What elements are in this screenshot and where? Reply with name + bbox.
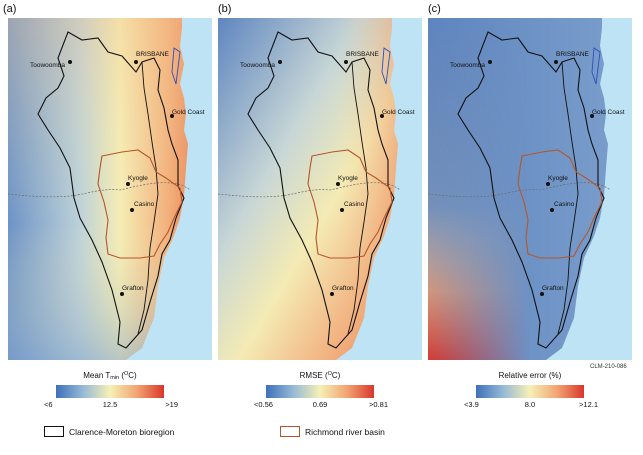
casino-marker: [130, 208, 134, 212]
kyogle-marker: [126, 182, 130, 186]
kyogle-label: Kyogle: [548, 175, 568, 182]
gold-coast-marker: [380, 114, 384, 118]
clarence-moreton-outline: [37, 31, 185, 349]
casino-marker: [550, 208, 554, 212]
legend-ticks: <6 12.5 >19: [40, 400, 180, 412]
ocean: [546, 18, 632, 360]
brisbane-marker: [554, 60, 558, 64]
tick-min: <6: [44, 400, 53, 409]
tick-mid: 0.69: [312, 400, 328, 409]
clarence-moreton-outline: [457, 31, 605, 349]
figure-code: CLM-210-086: [590, 364, 627, 370]
toowoomba-marker: [488, 60, 492, 64]
tick-mid: 8.0: [524, 400, 536, 409]
grafton-label: Grafton: [122, 285, 144, 292]
state-border: [218, 182, 401, 198]
brisbane-marker: [134, 60, 138, 64]
state-border: [8, 182, 191, 198]
tick-max: >12.1: [579, 400, 598, 409]
toowoomba-marker: [278, 60, 282, 64]
legend-clarence-moreton: Clarence-Moreton bioregion: [44, 426, 174, 437]
internal-boundary: [137, 61, 159, 335]
coastal-islands: [381, 47, 391, 85]
casino-label: Casino: [554, 201, 575, 208]
casino-label: Casino: [134, 201, 155, 208]
legend-title: RMSE (OC): [299, 371, 341, 380]
grafton-label: Grafton: [542, 285, 564, 292]
clarence-moreton-swatch: [44, 426, 64, 437]
coastal-islands: [591, 47, 601, 85]
casino-marker: [340, 208, 344, 212]
tick-min: <3.9: [464, 400, 479, 409]
grafton-label: Grafton: [332, 285, 354, 292]
state-border: [428, 182, 611, 198]
toowoomba-label: Toowoomba: [450, 62, 485, 69]
kyogle-label: Kyogle: [128, 175, 148, 182]
legend-relative-error: Relative error (%) <3.9 8.0 >12.1: [460, 370, 600, 412]
toowoomba-label: Toowoomba: [30, 62, 65, 69]
coastal-islands: [171, 47, 181, 85]
panel-b-letter: (b): [218, 3, 232, 15]
internal-boundary: [557, 61, 579, 335]
richmond-label: Richmond river basin: [305, 426, 385, 437]
colour-ramp: [56, 385, 164, 398]
legend-ticks: <0.56 0.69 >0.81: [250, 400, 390, 412]
panel-a-map: BRISBANE Toowoomba Gold Coast Kyogle Cas…: [8, 18, 212, 360]
colour-ramp: [476, 385, 584, 398]
richmond-swatch: [280, 426, 300, 437]
panel-c-map: BRISBANE Toowoomba Gold Coast Kyogle Cas…: [428, 18, 632, 360]
brisbane-label: BRISBANE: [136, 51, 170, 58]
gold-coast-label: Gold Coast: [172, 109, 205, 116]
legend-richmond-basin: Richmond river basin: [280, 426, 385, 437]
gold-coast-marker: [170, 114, 174, 118]
brisbane-marker: [344, 60, 348, 64]
ocean: [336, 18, 422, 360]
kyogle-marker: [336, 182, 340, 186]
legend-title: Relative error (%): [498, 371, 562, 380]
panel-b-map: BRISBANE Toowoomba Gold Coast Kyogle Cas…: [218, 18, 422, 360]
casino-label: Casino: [344, 201, 365, 208]
richmond-basin-outline: [97, 149, 183, 259]
panel-a-letter: (a): [3, 3, 17, 15]
toowoomba-marker: [68, 60, 72, 64]
richmond-basin-outline: [307, 149, 393, 259]
grafton-marker: [540, 292, 544, 296]
grafton-marker: [330, 292, 334, 296]
panel-c-letter: (c): [428, 3, 441, 15]
clarence-moreton-outline: [247, 31, 395, 349]
grafton-marker: [120, 292, 124, 296]
tick-max: >19: [165, 400, 178, 409]
kyogle-label: Kyogle: [338, 175, 358, 182]
legend-rmse: RMSE (OC) <0.56 0.69 >0.81: [250, 370, 390, 412]
legend-ticks: <3.9 8.0 >12.1: [460, 400, 600, 412]
internal-boundary: [347, 61, 369, 335]
gold-coast-marker: [590, 114, 594, 118]
tick-min: <0.56: [254, 400, 273, 409]
kyogle-marker: [546, 182, 550, 186]
clarence-moreton-label: Clarence-Moreton bioregion: [69, 426, 175, 437]
toowoomba-label: Toowoomba: [240, 62, 275, 69]
legend-title: Mean Tmin (OC): [83, 371, 137, 381]
tick-mid: 12.5: [102, 400, 118, 409]
tick-max: >0.81: [369, 400, 388, 409]
brisbane-label: BRISBANE: [346, 51, 380, 58]
brisbane-label: BRISBANE: [556, 51, 590, 58]
gold-coast-label: Gold Coast: [592, 109, 625, 116]
colour-ramp: [266, 385, 374, 398]
richmond-basin-outline: [517, 149, 603, 259]
gold-coast-label: Gold Coast: [382, 109, 415, 116]
ocean: [126, 18, 212, 360]
legend-mean-tmin: Mean Tmin (OC) <6 12.5 >19: [40, 370, 180, 412]
